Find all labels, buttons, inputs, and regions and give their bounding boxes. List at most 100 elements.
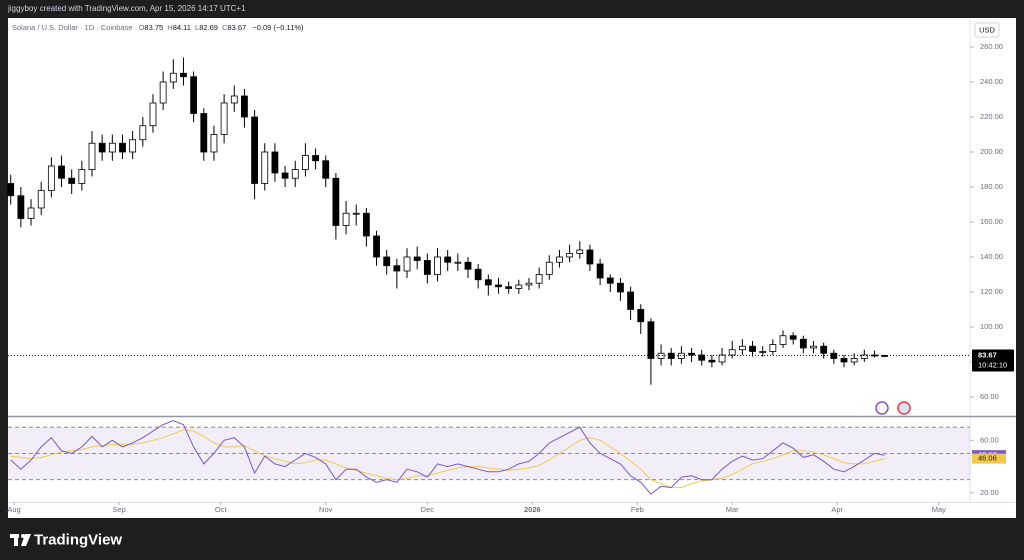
candle-body (261, 151, 269, 184)
candle-body (281, 172, 289, 179)
candle-body (403, 256, 411, 272)
ohlc-value: 83.67 (227, 23, 246, 32)
y-tick-label: 60.00 (980, 392, 999, 401)
y-tick-label: 200.00 (980, 147, 1003, 156)
y-tick-label: 160.00 (980, 217, 1003, 226)
symbol: Solana / U.S. Dollar · 1D · Coinbase (12, 23, 132, 32)
candle-body (322, 160, 330, 179)
candle-body (108, 142, 116, 153)
candle-body (647, 321, 655, 359)
candle-body (728, 349, 736, 356)
x-tick-label: Nov (319, 505, 333, 514)
candle-body (749, 345, 756, 352)
legend: Solana / U.S. Dollar · 1D · Coinbase O83… (12, 23, 304, 32)
candle-body (383, 256, 391, 267)
candle-body (576, 249, 584, 254)
candle-body (657, 352, 665, 359)
candle-body (149, 102, 157, 127)
candle-body (58, 165, 65, 179)
ohlc-label: H (167, 23, 172, 32)
countdown: 10:42:10 (978, 361, 1007, 370)
ohlc-value: 83.75 (144, 23, 163, 32)
candle-body (362, 212, 370, 237)
candle-body (210, 134, 218, 153)
candle-body (495, 284, 502, 288)
candle-body (200, 113, 208, 153)
candle-body (810, 345, 817, 349)
candle-body (190, 76, 198, 114)
candle-body (7, 183, 15, 197)
candle-body (769, 344, 777, 352)
candle-body (373, 235, 380, 258)
candle-body (759, 351, 767, 353)
candle-body (27, 207, 35, 219)
y-tick-label: 60.00 (980, 435, 999, 444)
currency-box (974, 22, 1000, 38)
candle-body (860, 354, 868, 359)
ohlc-value: 84.11 (173, 23, 191, 32)
candle-body (159, 81, 167, 104)
candle-body (484, 279, 492, 286)
candle-body (738, 345, 746, 351)
y-tick-label: 120.00 (980, 287, 1003, 296)
y-tick-label: 140.00 (980, 252, 1003, 261)
value-box (972, 453, 1006, 464)
candles (7, 57, 889, 385)
candle-body (169, 72, 177, 83)
candle-body (352, 212, 360, 215)
candle-body (241, 95, 248, 118)
candle-body (698, 354, 706, 361)
x-tick-label: Feb (631, 505, 644, 514)
candle-body (17, 195, 25, 219)
candle-body (444, 256, 452, 263)
candle-body (180, 72, 187, 78)
candle-body (271, 151, 279, 174)
candle-body (230, 95, 238, 104)
event-icon[interactable] (875, 401, 889, 415)
candle-body (393, 265, 401, 272)
candle-body (47, 165, 55, 191)
logo-shape (14, 534, 18, 546)
candle-body (139, 125, 147, 141)
y-tick-label: 20.00 (980, 488, 999, 497)
candle-body (688, 352, 695, 356)
candle-body (474, 268, 482, 281)
candle-body (596, 263, 604, 279)
ohlc-label: C (222, 23, 228, 32)
candle-body (535, 274, 543, 284)
last-price-label: 83.67 (978, 351, 997, 360)
y-tick-label: 180.00 (980, 182, 1003, 191)
candle-body (586, 249, 594, 265)
candle-body (718, 354, 726, 363)
change: −0.09 (−0.11%) (252, 23, 304, 32)
chart-area (8, 18, 1016, 518)
candle-body (627, 291, 634, 310)
candle-body (840, 358, 848, 363)
candle-body (678, 352, 685, 359)
candle-body (799, 338, 807, 349)
x-tick-label: 2026 (524, 505, 541, 514)
candle-body (302, 155, 309, 170)
candle-body (291, 169, 299, 179)
header-text: jiggyboy created with TradingView.com, A… (7, 4, 246, 13)
x-tick-label: Aug (7, 505, 20, 514)
logo-shape (21, 534, 31, 546)
candle-body (566, 253, 574, 258)
candle-body (454, 261, 462, 264)
candle-body (129, 139, 137, 153)
currency: USD (979, 25, 995, 34)
candle-body (68, 177, 76, 184)
ohlc-label: L (195, 23, 199, 32)
candle-body (850, 358, 858, 363)
flag-icon[interactable] (897, 401, 911, 415)
y-tick-label: 240.00 (980, 77, 1003, 86)
candle-body (606, 277, 614, 284)
candle-body (88, 142, 96, 170)
x-tick-label: Sep (112, 505, 125, 514)
candle-body (332, 177, 340, 226)
x-tick-label: May (932, 505, 946, 514)
candle-body (779, 335, 787, 345)
candle-body (37, 190, 45, 209)
x-tick-label: Mar (726, 505, 739, 514)
candle-body (423, 260, 431, 275)
